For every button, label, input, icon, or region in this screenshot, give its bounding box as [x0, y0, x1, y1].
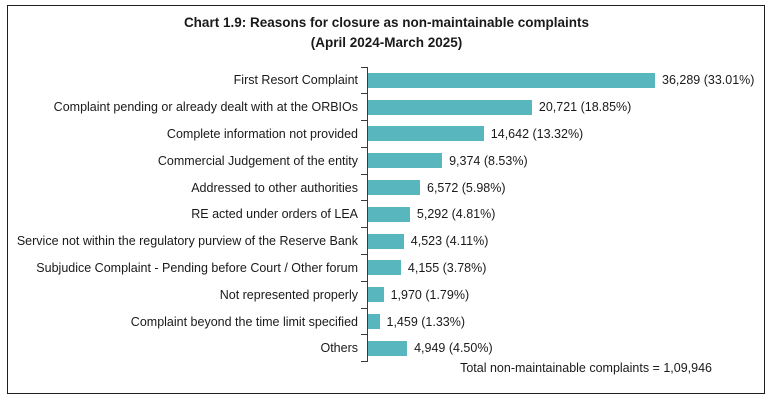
chart-title-line1: Chart 1.9: Reasons for closure as non-ma… — [183, 15, 590, 30]
bar-track: 4,523 (4.11%) — [361, 227, 773, 255]
axis-tick — [361, 173, 368, 175]
bar-track: 36,289 (33.01%) — [361, 66, 773, 94]
bar-track: 4,155 (3.78%) — [361, 254, 773, 282]
plot-area: First Resort Complaint 36,289 (33.01%) Com… — [0, 66, 773, 363]
bar-row: First Resort Complaint 36,289 (33.01%) — [0, 66, 773, 94]
bar-row: Complete information not provided 14,642 … — [0, 120, 773, 148]
bar-row: Others 4,949 (4.50%) — [0, 334, 773, 363]
bar — [368, 287, 384, 303]
category-label: Commercial Judgement of the entity — [157, 153, 358, 168]
category-label: Others — [320, 341, 358, 356]
value-label: 36,289 (33.01%) — [662, 73, 755, 88]
bar-row: Subjudice Complaint - Pending before Cou… — [0, 254, 773, 282]
category-label: Complaint beyond the time limit specifie… — [130, 314, 358, 329]
bar — [368, 206, 410, 222]
axis-tick — [361, 227, 368, 229]
axis-tick — [361, 93, 368, 95]
value-label: 5,292 (4.81%) — [416, 207, 496, 222]
total-complaints-note: Total non-maintainable complaints = 1,09… — [460, 361, 712, 375]
chart-title-line2: (April 2024-March 2025) — [310, 35, 463, 51]
bar-track: 9,374 (8.53%) — [361, 146, 773, 175]
bar — [368, 340, 408, 356]
bar — [368, 180, 420, 196]
bar-track: 4,949 (4.50%) — [361, 334, 773, 363]
category-label: Not represented properly — [219, 287, 358, 302]
bar — [368, 126, 484, 142]
category-label: Complaint pending or already dealt with … — [53, 100, 358, 115]
bar — [368, 72, 655, 88]
bar-track: 14,642 (13.32%) — [361, 120, 773, 148]
chart-title: Chart 1.9: Reasons for closure as non-ma… — [0, 13, 773, 54]
axis-tick — [361, 146, 368, 148]
category-label: First Resort Complaint — [233, 73, 358, 88]
category-label: Complete information not provided — [166, 126, 358, 141]
bar-row: Commercial Judgement of the entity 9,374 … — [0, 146, 773, 175]
bar-track: 6,572 (5.98%) — [361, 173, 773, 201]
bar-row: Addressed to other authorities 6,572 (5.9… — [0, 173, 773, 201]
bar-track: 5,292 (4.81%) — [361, 200, 773, 228]
bar-track: 20,721 (18.85%) — [361, 93, 773, 121]
bar — [368, 233, 404, 249]
axis-tick — [361, 254, 368, 256]
bar-track: 1,459 (1.33%) — [361, 307, 773, 335]
axis-tick — [361, 120, 368, 122]
value-label: 1,459 (1.33%) — [386, 314, 466, 329]
category-label: RE acted under orders of LEA — [191, 207, 358, 222]
bar-row: Complaint beyond the time limit specifie… — [0, 307, 773, 335]
value-label: 1,970 (1.79%) — [390, 287, 470, 302]
bar-row: Not represented properly 1,970 (1.79%) — [0, 280, 773, 309]
axis-tick — [361, 307, 368, 309]
bar-track: 1,970 (1.79%) — [361, 280, 773, 309]
value-label: 20,721 (18.85%) — [538, 100, 632, 115]
bar — [368, 99, 532, 115]
value-label: 4,155 (3.78%) — [407, 260, 487, 275]
axis-tick — [361, 334, 368, 336]
bar — [368, 314, 380, 330]
bar-row: RE acted under orders of LEA 5,292 (4.81%… — [0, 200, 773, 228]
axis-tick — [361, 66, 368, 68]
category-label: Subjudice Complaint - Pending before Cou… — [36, 260, 358, 275]
category-label: Service not within the regulatory purvie… — [16, 234, 358, 249]
value-label: 14,642 (13.32%) — [490, 126, 584, 141]
value-label: 9,374 (8.53%) — [449, 153, 528, 168]
bar — [368, 260, 401, 276]
value-label: 6,572 (5.98%) — [427, 180, 506, 195]
axis-tick — [361, 280, 368, 282]
bar-row: Service not within the regulatory purvie… — [0, 227, 773, 255]
axis-tick — [361, 200, 368, 202]
value-label: 4,949 (4.50%) — [414, 341, 493, 356]
bar — [368, 153, 443, 169]
axis-tick — [361, 361, 368, 363]
bar-row: Complaint pending or already dealt with … — [0, 93, 773, 121]
category-label: Addressed to other authorities — [191, 180, 358, 195]
value-label: 4,523 (4.11%) — [410, 234, 489, 249]
